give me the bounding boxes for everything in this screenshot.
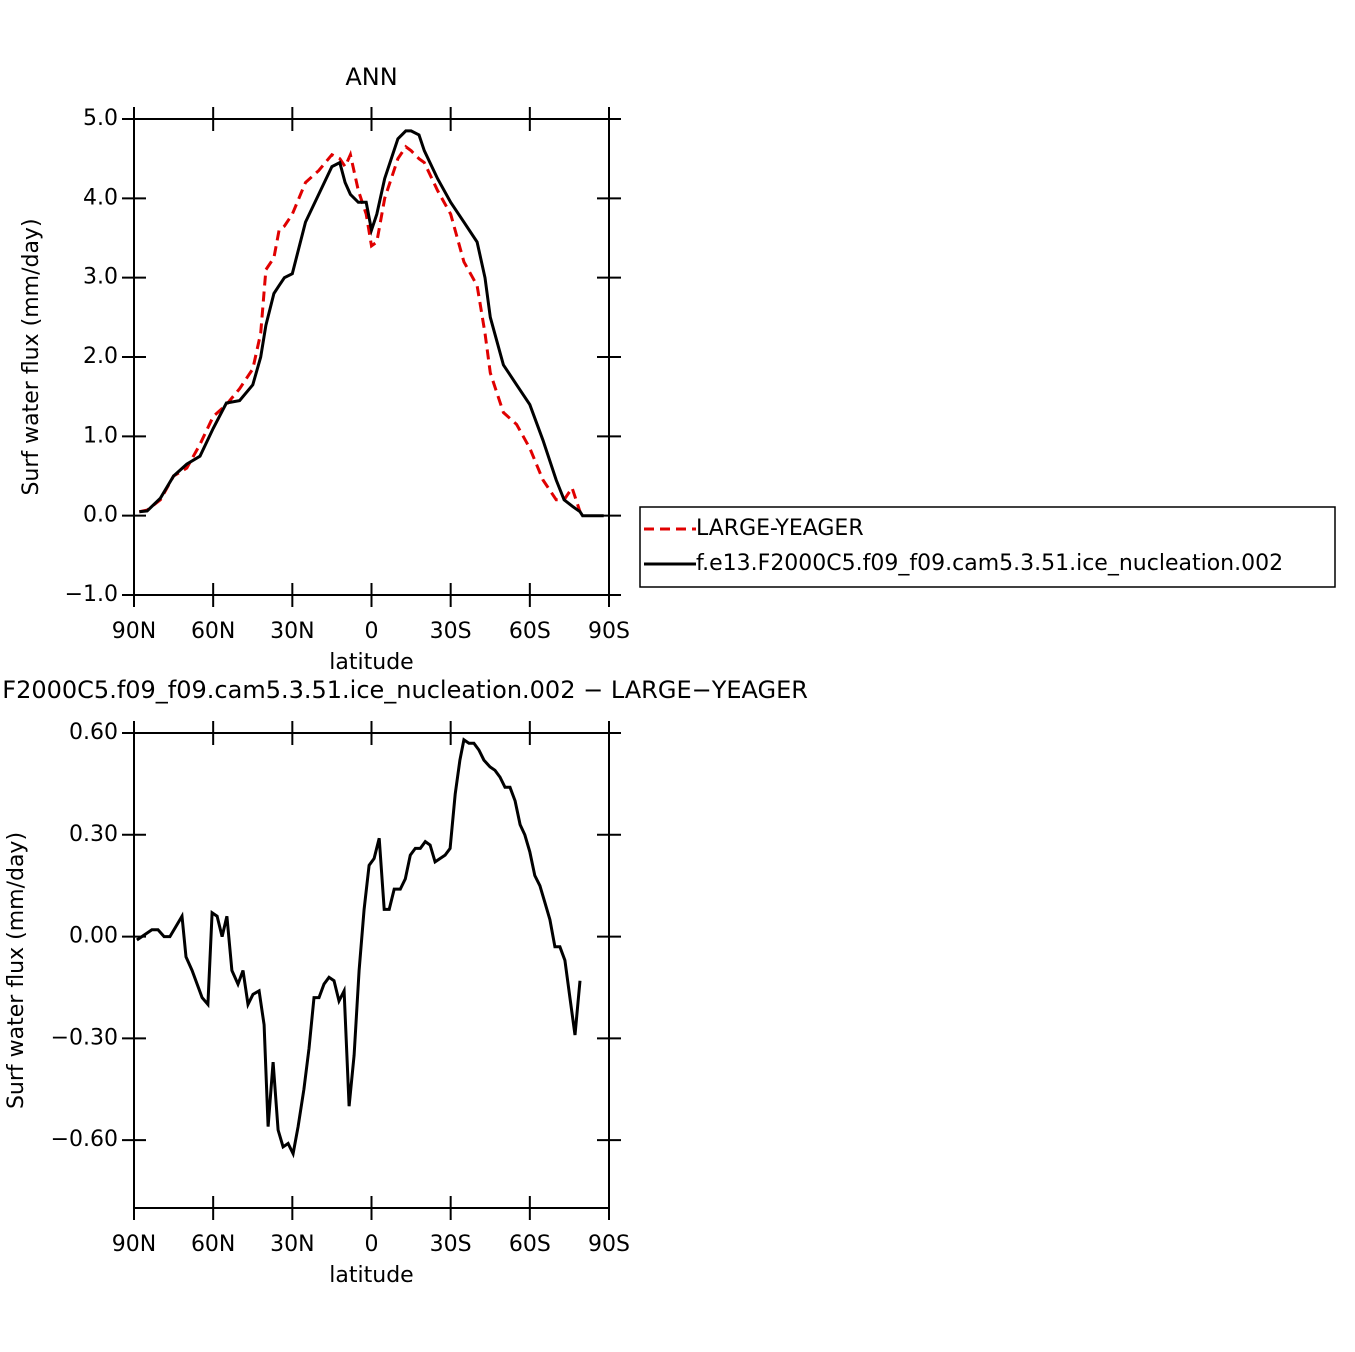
y-tick-label: 2.0 — [83, 344, 118, 369]
y-tick-label: 0.60 — [69, 720, 118, 745]
x-tick-label: 30S — [430, 619, 472, 644]
y-tick-label: 4.0 — [83, 185, 118, 210]
x-tick-label: 90S — [588, 1232, 630, 1257]
x-tick-label: 0 — [365, 619, 379, 644]
legend-box — [639, 506, 1336, 588]
x-tick-label: 0 — [365, 1232, 379, 1257]
legend-label: f.e13.F2000C5.f09_f09.cam5.3.51.ice_nucl… — [696, 551, 1283, 576]
plot-frame — [133, 732, 610, 1209]
y-tick-label: −1.0 — [65, 582, 118, 607]
x-tick-label: 60S — [509, 619, 551, 644]
x-axis-label: latitude — [329, 650, 413, 675]
y-tick-label: −0.60 — [51, 1127, 118, 1152]
y-tick-label: 0.00 — [69, 924, 118, 949]
data-line — [136, 737, 582, 1159]
y-axis-label: Surf water flux (mm/day) — [19, 218, 44, 495]
x-tick-label: 60S — [509, 1232, 551, 1257]
y-tick-label: 3.0 — [83, 265, 118, 290]
x-tick-label: 30N — [270, 1232, 314, 1257]
data-line — [139, 129, 604, 518]
x-tick-label: 90N — [112, 1232, 156, 1257]
x-tick-label: 30N — [270, 619, 314, 644]
chart-title: f.e13.F2000C5.f09_f09.cam5.3.51.ice_nucl… — [0, 676, 808, 704]
y-tick-label: −0.30 — [51, 1025, 118, 1050]
plot-frame — [133, 118, 610, 596]
y-tick-label: 1.0 — [83, 423, 118, 448]
x-axis-label: latitude — [329, 1263, 413, 1288]
x-tick-label: 90S — [588, 619, 630, 644]
y-tick-label: 5.0 — [83, 106, 118, 131]
y-tick-label: 0.0 — [83, 503, 118, 528]
x-tick-label: 60N — [191, 1232, 235, 1257]
y-axis-label: Surf water flux (mm/day) — [4, 832, 29, 1109]
y-tick-label: 0.30 — [69, 822, 118, 847]
chart-title: ANN — [345, 63, 397, 91]
x-tick-label: 90N — [112, 619, 156, 644]
legend-label: LARGE-YEAGER — [696, 516, 864, 541]
x-tick-label: 30S — [430, 1232, 472, 1257]
x-tick-label: 60N — [191, 619, 235, 644]
